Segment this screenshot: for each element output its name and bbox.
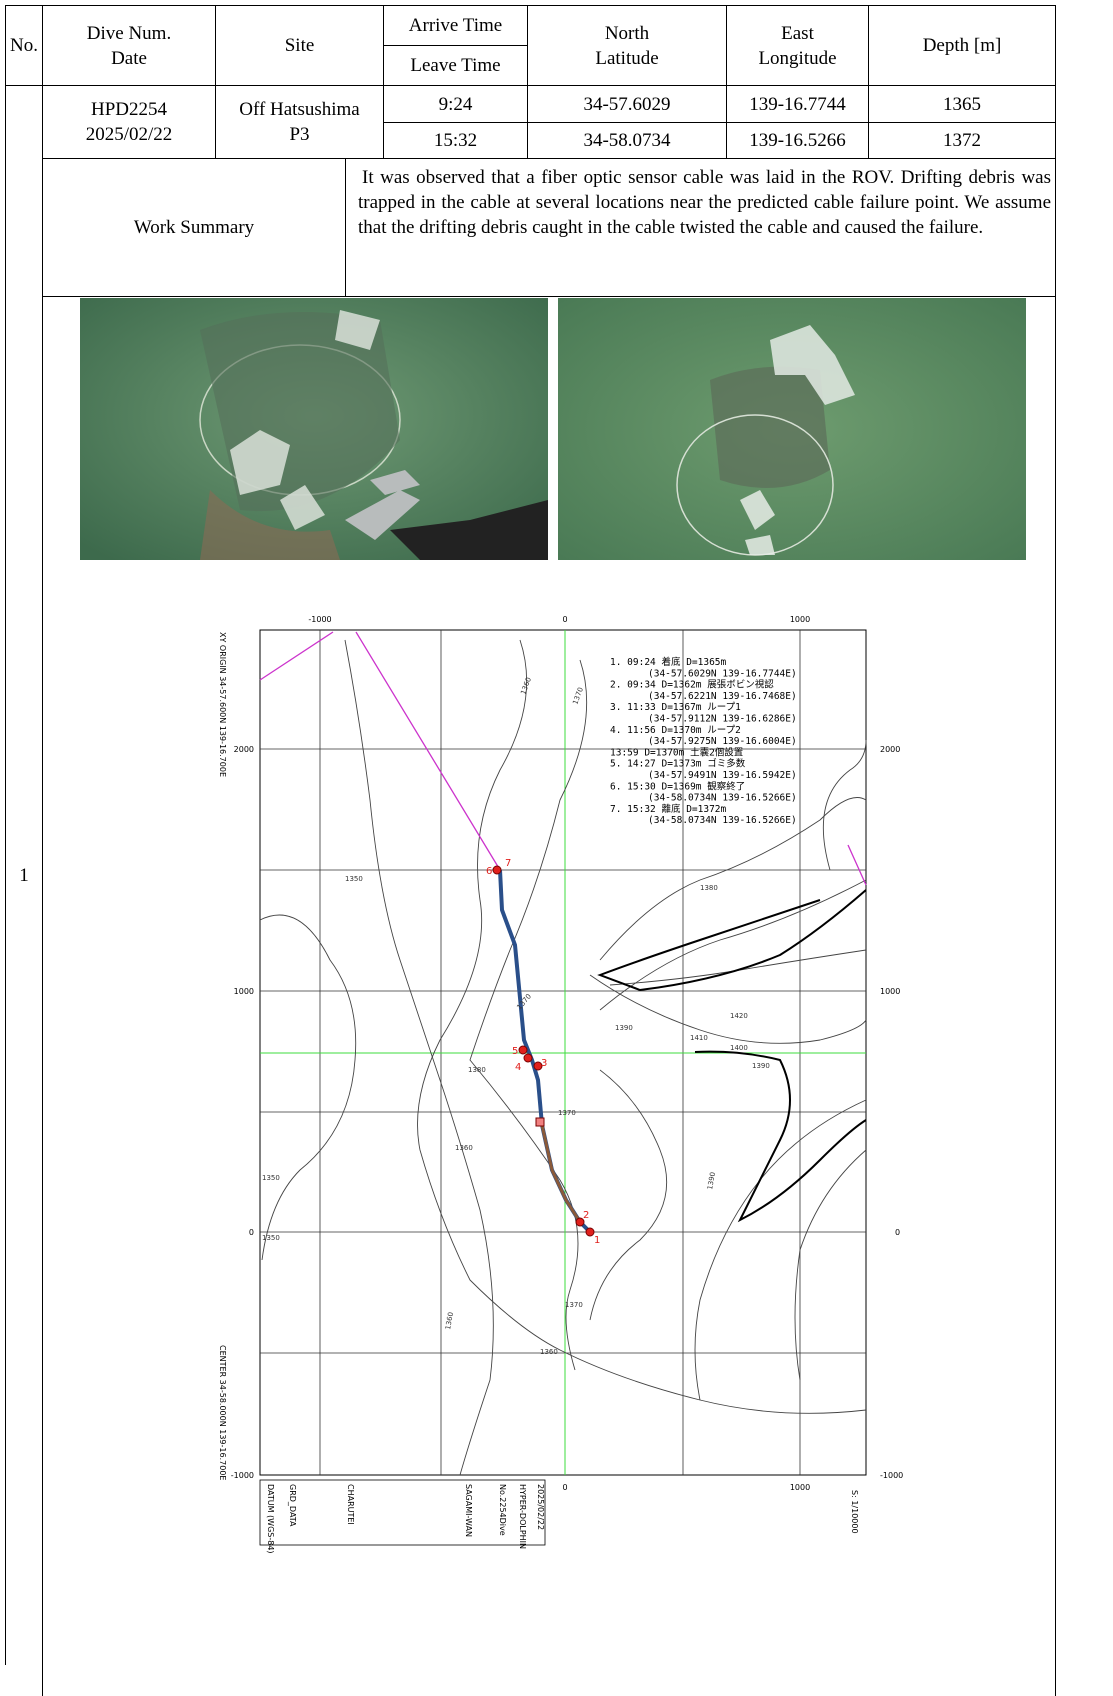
contour-label: 1350 bbox=[345, 875, 363, 883]
legend-entry: 1. 09:24 着底 D=1365m bbox=[610, 656, 727, 668]
map-shape bbox=[493, 866, 501, 874]
contour-label: 1370 bbox=[565, 1301, 583, 1309]
contour-label: 1400 bbox=[730, 1044, 748, 1052]
map-shape bbox=[356, 632, 500, 870]
legend-entry: (34-57.6029N 139-16.7744E) bbox=[648, 668, 797, 679]
map-shape bbox=[536, 1118, 544, 1126]
contour-label: 1360 bbox=[444, 1311, 455, 1330]
legend-entry: (34-58.0734N 139-16.5266E) bbox=[648, 793, 797, 804]
point-label: 4 bbox=[515, 1062, 521, 1073]
legend-entry: (34-57.9112N 139-16.6286E) bbox=[648, 714, 797, 725]
legend-entry: (34-58.0734N 139-16.5266E) bbox=[648, 815, 797, 826]
legend-entry: 5. 14:27 D=1373m ゴミ多数 bbox=[610, 758, 746, 770]
footer-label: CHARUTEI bbox=[346, 1484, 355, 1525]
map-shape bbox=[260, 632, 333, 680]
map-shape bbox=[695, 1052, 866, 1220]
contour-label: 1350 bbox=[262, 1234, 280, 1242]
footer-label: DATUM (WGS-84) bbox=[266, 1484, 275, 1554]
contour-label: 1380 bbox=[468, 1066, 486, 1074]
map-shape bbox=[542, 1125, 580, 1222]
scale-label: S: 1/10000 bbox=[850, 1490, 859, 1534]
point-label: 1 bbox=[594, 1235, 600, 1246]
map-shape bbox=[823, 740, 866, 870]
map-shape bbox=[260, 640, 866, 1475]
contour-label: 1410 bbox=[690, 1034, 708, 1042]
photo bbox=[80, 298, 548, 560]
legend-entry: (34-57.9491N 139-16.5942E) bbox=[648, 770, 797, 781]
point-label: 2 bbox=[583, 1210, 589, 1221]
footer-label: GRD_DATA bbox=[288, 1484, 297, 1527]
y-tick-label: 1000 bbox=[234, 987, 254, 996]
point-label: 6 bbox=[486, 866, 492, 877]
y-tick-label: 0 bbox=[249, 1228, 254, 1237]
contour-label: 1360 bbox=[455, 1144, 473, 1152]
contour-label: 1360 bbox=[540, 1348, 558, 1356]
map-shape bbox=[519, 1046, 527, 1054]
contour-label: 1370 bbox=[558, 1109, 576, 1117]
point-label: 5 bbox=[512, 1046, 518, 1057]
y-tick-label: 2000 bbox=[234, 745, 254, 754]
footer-label: HYPER-DOLPHIN bbox=[518, 1484, 527, 1549]
y-tick-label: -1000 bbox=[880, 1471, 903, 1480]
y-tick-label: 0 bbox=[895, 1228, 900, 1237]
legend-entry: 6. 15:30 D=1369m 観察終了 bbox=[610, 780, 745, 792]
footer-label: No.2254Dive bbox=[498, 1484, 507, 1536]
map-shape bbox=[590, 1070, 667, 1320]
map-labels: -1000 0 1000 0 1000 2000 1000 0 -1000 20… bbox=[218, 615, 903, 1554]
contour-label: 1360 bbox=[519, 676, 533, 695]
y-tick-label: 1000 bbox=[880, 987, 900, 996]
contour-label: 1420 bbox=[730, 1012, 748, 1020]
y-tick-label: 2000 bbox=[880, 745, 900, 754]
footer-label: SAGAMI-WAN bbox=[464, 1484, 473, 1537]
contour-label: 1390 bbox=[706, 1171, 717, 1190]
map-shape bbox=[610, 950, 866, 985]
contour-label: 1350 bbox=[262, 1174, 280, 1182]
figures: -1000 0 1000 0 1000 2000 1000 0 -1000 20… bbox=[0, 0, 1113, 1653]
page: Dive Report { "header": { "no": "No.", "… bbox=[0, 0, 1113, 1653]
document: No. Dive Num.Date Site Arrive Time Leave… bbox=[0, 0, 1113, 1653]
contour-label: 1380 bbox=[700, 884, 718, 892]
photo bbox=[558, 298, 1026, 560]
footer-label: 2025/02/22 bbox=[536, 1484, 545, 1530]
map-shape bbox=[695, 1100, 866, 1400]
map-shape bbox=[586, 1228, 594, 1236]
x-tick-label: 1000 bbox=[790, 1483, 810, 1492]
map-shape bbox=[600, 890, 866, 990]
y-tick-label: -1000 bbox=[231, 1471, 254, 1480]
x-tick-label: 1000 bbox=[790, 615, 810, 624]
legend-entry: (34-57.6221N 139-16.7468E) bbox=[648, 691, 797, 702]
x-tick-label: 0 bbox=[562, 615, 567, 624]
contour-label: 1370 bbox=[571, 686, 585, 705]
legend-entry: 4. 11:56 D=1370m ループ2 bbox=[610, 725, 741, 736]
legend-entry: (34-57.9275N 139-16.6004E) bbox=[648, 736, 797, 747]
map-shape bbox=[470, 660, 587, 1370]
legend-entry: 13:59 D=1370m 土嚢2個設置 bbox=[610, 746, 743, 758]
contour-label: 1390 bbox=[615, 1024, 633, 1032]
map-shape bbox=[260, 915, 356, 1260]
x-tick-label: 0 bbox=[562, 1483, 567, 1492]
map-legend: 1. 09:24 着底 D=1365m(34-57.6029N 139-16.7… bbox=[610, 656, 797, 826]
origin-label: XY ORIGIN 34-57.600N 139-16.700E bbox=[218, 632, 227, 777]
map-shape bbox=[795, 1150, 866, 1380]
x-tick-label: -1000 bbox=[308, 615, 331, 624]
map-shape bbox=[848, 845, 866, 885]
contour-label: 1390 bbox=[752, 1062, 770, 1070]
point-label: 7 bbox=[505, 858, 511, 869]
legend-entry: 7. 15:32 離底 D=1372m bbox=[610, 803, 727, 815]
legend-entry: 2. 09:34 D=1362m 展張ボビン視認 bbox=[610, 679, 774, 691]
center-label: CENTER 34-58.000N 139-16.700E bbox=[218, 1345, 227, 1480]
legend-entry: 3. 11:33 D=1367m ループ1 bbox=[610, 702, 741, 713]
point-label: 3 bbox=[541, 1058, 547, 1069]
map-shape bbox=[590, 975, 866, 1043]
bathymetry-map bbox=[260, 630, 866, 1545]
map-shape bbox=[524, 1054, 532, 1062]
